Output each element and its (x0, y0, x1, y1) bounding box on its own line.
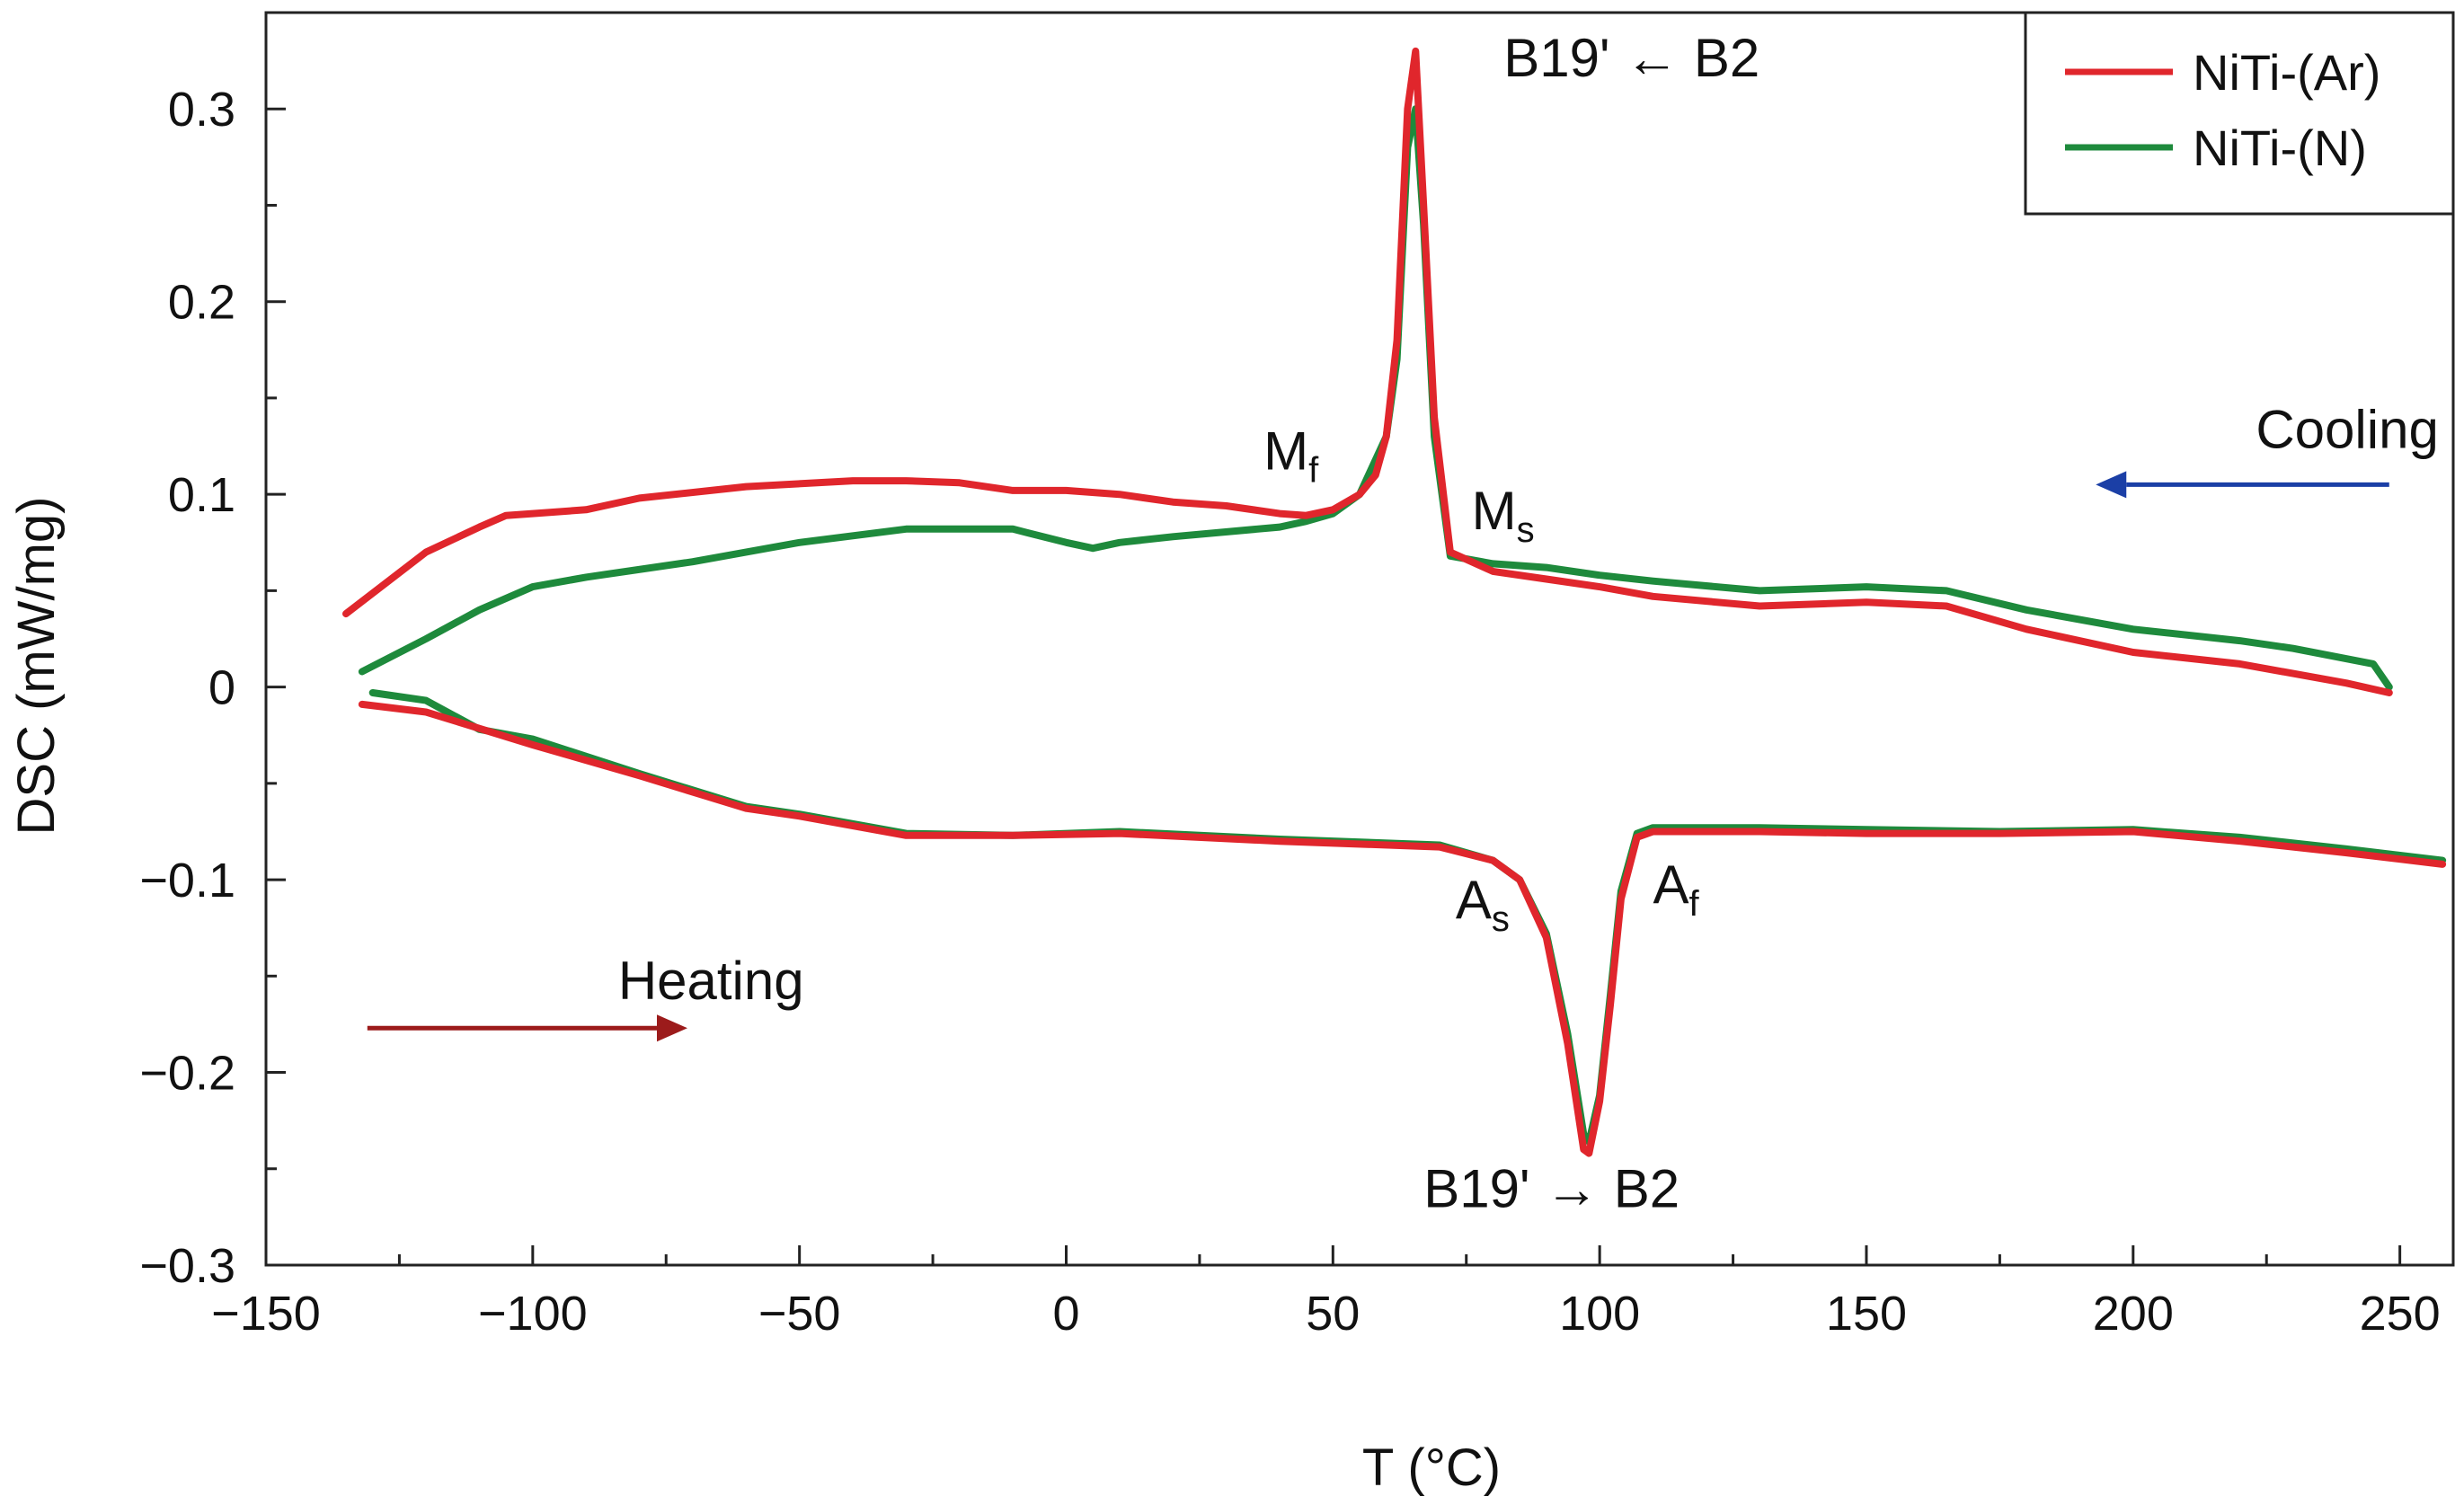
legend-label-niti-n: NiTi-(N) (2193, 120, 2367, 176)
y-tick-label: 0 (208, 661, 235, 715)
x-tick-label: 200 (2093, 1287, 2174, 1341)
annotation-heating: Heating (618, 951, 804, 1011)
y-tick-label: 0.2 (168, 276, 235, 330)
heating-arrow-head (656, 1014, 687, 1042)
plot-frame (264, 11, 2455, 1267)
annotation-layer: B19' ← B2 B19' → B2 Mf Ms As Af Cooling Heating (367, 28, 2439, 1219)
annotation-peak-heating: B19' → B2 (1423, 1159, 1680, 1219)
cooling-arrow-head (2096, 471, 2127, 499)
x-tick-label: 50 (1306, 1287, 1360, 1341)
x-tick-label: −150 (211, 1287, 321, 1341)
annotation-as: As (1456, 870, 1510, 939)
x-tick-label: 100 (1559, 1287, 1640, 1341)
annotation-cooling: Cooling (2256, 400, 2438, 460)
x-tick-label: −50 (758, 1287, 841, 1341)
legend-box (2024, 11, 2455, 216)
annotation-ms: Ms (1472, 481, 1535, 550)
y-axis-title: DSC (mW/mg) (7, 497, 66, 836)
x-tick-label: 250 (2360, 1287, 2441, 1341)
x-axis-title: T (°C) (1362, 1439, 1501, 1497)
series-line-niti-ar-heating (358, 700, 2447, 1157)
y-tick-label: 0.3 (168, 83, 235, 137)
y-tick-label: −0.1 (139, 854, 235, 907)
axes-layer: −150 −100 −50 0 50 100 150 200 250 −0.3 −0.2 −0.1 0 0… (7, 11, 2455, 1497)
annotation-peak-cooling: B19' ← B2 (1503, 28, 1759, 88)
annotation-af: Af (1653, 854, 1700, 924)
series-line-niti-n-heating (368, 689, 2447, 1146)
series-layer (342, 47, 2447, 1157)
y-tick-label: −0.3 (139, 1239, 235, 1293)
series-line-niti-ar-cooling (342, 47, 2393, 696)
y-tick-label: −0.2 (139, 1047, 235, 1101)
y-tick-label: 0.1 (168, 468, 235, 522)
legend-label-niti-ar: NiTi-(Ar) (2193, 44, 2380, 101)
x-tick-label: 150 (1826, 1287, 1907, 1341)
annotation-mf: Mf (1263, 421, 1319, 490)
x-tick-label: −100 (478, 1287, 588, 1341)
legend: NiTi-(Ar) NiTi-(N) (2024, 11, 2455, 216)
x-tick-label: 0 (1052, 1287, 1079, 1341)
